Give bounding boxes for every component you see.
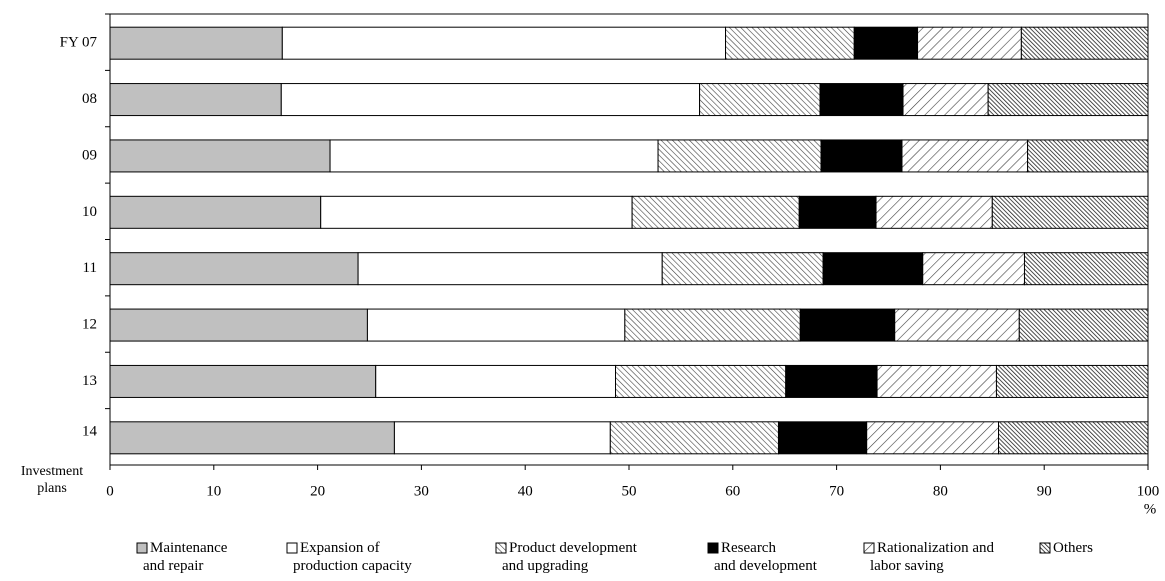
legend-swatch xyxy=(136,542,148,554)
bar-segment xyxy=(922,252,1025,286)
bar-segment xyxy=(393,421,611,455)
bar-segment xyxy=(894,308,1020,342)
bar-segment xyxy=(876,364,997,398)
legend-swatch xyxy=(1039,542,1051,554)
bar-segment xyxy=(785,364,878,398)
y-tick-label: 10 xyxy=(82,204,97,220)
bar-segment xyxy=(615,364,787,398)
bar-segment xyxy=(1018,308,1149,342)
bar-segment xyxy=(357,252,663,286)
bar-segment xyxy=(1023,252,1149,286)
legend-label: Expansion of production capacity xyxy=(293,540,412,574)
bar-segment xyxy=(875,195,993,229)
x-tick-label: 60 xyxy=(725,483,740,499)
bar-segment xyxy=(699,83,821,117)
bar-segment xyxy=(366,308,626,342)
bar-segment xyxy=(777,421,868,455)
bar-segment xyxy=(281,26,727,60)
bar-segment xyxy=(109,252,359,286)
y-tick-label: 08 xyxy=(82,91,97,107)
legend-swatch xyxy=(495,542,507,554)
x-tick-label: 40 xyxy=(518,483,533,499)
bar-segment xyxy=(657,139,822,173)
x-tick-label: 80 xyxy=(933,483,948,499)
y-tick-label: 14 xyxy=(82,423,98,439)
bar-segment xyxy=(901,139,1029,173)
bar-segment xyxy=(109,308,368,342)
x-tick-label: 20 xyxy=(310,483,325,499)
legend-label: Rationalization and labor saving xyxy=(870,540,995,574)
x-tick-label: 30 xyxy=(414,483,429,499)
legend-swatch xyxy=(286,542,298,554)
bar-segment xyxy=(819,83,904,117)
bar-segment xyxy=(853,26,919,60)
bar-segment xyxy=(109,83,282,117)
y-tick-label: 12 xyxy=(82,317,97,333)
legend-swatch xyxy=(863,542,875,554)
bar-segment xyxy=(820,139,903,173)
bar-segment xyxy=(799,308,896,342)
bar-segment xyxy=(866,421,1000,455)
category-note: Investment plans xyxy=(21,464,83,496)
bar-segment xyxy=(320,195,633,229)
bar-segment xyxy=(109,195,322,229)
y-tick-label: 13 xyxy=(82,373,97,389)
bar-segment xyxy=(991,195,1149,229)
bar-segment xyxy=(109,364,377,398)
x-unit: % xyxy=(1144,501,1157,517)
bar-segment xyxy=(329,139,659,173)
x-tick-label: 70 xyxy=(829,483,844,499)
bar-segment xyxy=(109,139,331,173)
y-tick-label: 09 xyxy=(82,147,97,163)
bar-segment xyxy=(661,252,824,286)
bar-segment xyxy=(109,26,283,60)
bar-segment xyxy=(998,421,1149,455)
bar-segment xyxy=(375,364,617,398)
bar-segment xyxy=(631,195,800,229)
x-tick-label: 10 xyxy=(206,483,221,499)
legend-label: Maintenance and repair xyxy=(143,540,228,574)
x-tick-label: 90 xyxy=(1037,483,1052,499)
legend-label: Product development and upgrading xyxy=(502,540,638,574)
y-tick-label: 11 xyxy=(83,260,97,276)
bar-segment xyxy=(725,26,855,60)
bar-segment xyxy=(798,195,877,229)
bar-segment xyxy=(280,83,701,117)
y-tick-label: FY 07 xyxy=(60,35,98,51)
x-tick-label: 0 xyxy=(106,483,114,499)
bar-segment xyxy=(917,26,1022,60)
legend-label: Others xyxy=(1053,540,1093,556)
bar-segment xyxy=(995,364,1149,398)
bar-segment xyxy=(109,421,395,455)
bar-segment xyxy=(987,83,1149,117)
bar-segment xyxy=(1027,139,1149,173)
bar-segment xyxy=(624,308,801,342)
bar-segment xyxy=(822,252,924,286)
legend-label: Research and development xyxy=(714,540,818,574)
x-tick-label: 50 xyxy=(622,483,637,499)
x-tick-label: 100 xyxy=(1137,483,1160,499)
bar-segment xyxy=(609,421,779,455)
bar-segment xyxy=(902,83,989,117)
bar-segment xyxy=(1020,26,1149,60)
legend-swatch xyxy=(707,542,719,554)
